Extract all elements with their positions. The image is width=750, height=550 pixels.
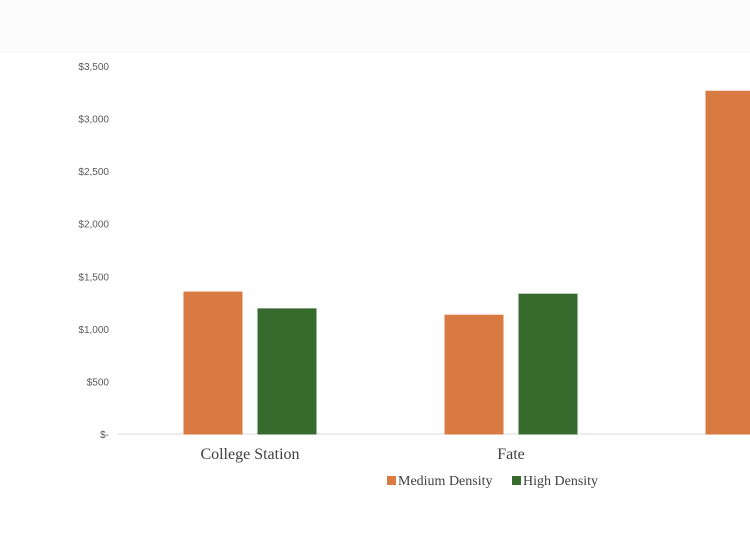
y-tick-label: $3,500 bbox=[78, 62, 109, 73]
bar-medium-density bbox=[444, 314, 504, 435]
bars bbox=[183, 90, 750, 435]
bar-medium-density bbox=[705, 90, 750, 435]
legend: Medium Density High Density bbox=[387, 474, 598, 489]
y-tick-label: $500 bbox=[87, 377, 110, 388]
legend-swatch bbox=[512, 476, 521, 485]
category-labels: College StationFateFo bbox=[200, 446, 525, 463]
y-tick-label: $2,000 bbox=[78, 220, 109, 231]
bar-high-density bbox=[257, 308, 317, 435]
bar-high-density bbox=[518, 293, 578, 435]
y-tick-label: $3,000 bbox=[78, 115, 109, 126]
category-label: College Station bbox=[200, 446, 299, 463]
y-tick-label: $- bbox=[100, 430, 109, 441]
bar-medium-density bbox=[183, 291, 243, 435]
y-axis-ticks: $- $500 $1,000 $1,500 $2,000 $2,500 $3,000 $3,5… bbox=[78, 62, 109, 441]
legend-swatch bbox=[387, 476, 396, 485]
legend-label: Medium Density bbox=[398, 474, 493, 489]
header-band bbox=[0, 0, 750, 53]
y-tick-label: $1,500 bbox=[78, 272, 109, 283]
category-label: Fate bbox=[497, 446, 525, 463]
legend-label: High Density bbox=[523, 474, 598, 489]
y-tick-label: $2,500 bbox=[78, 167, 109, 178]
y-tick-label: $1,000 bbox=[78, 325, 109, 336]
